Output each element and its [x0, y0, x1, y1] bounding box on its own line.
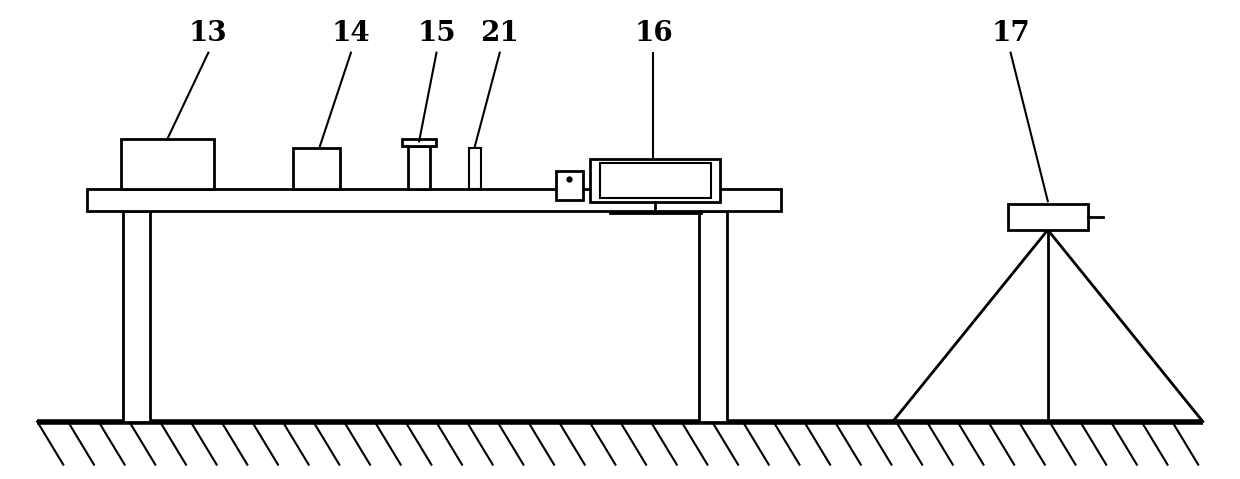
Bar	[699, 211, 727, 422]
Text: 14: 14	[331, 20, 371, 47]
Bar	[122, 139, 213, 189]
Bar	[600, 163, 711, 198]
Text: 15: 15	[417, 20, 456, 47]
Bar	[408, 146, 430, 189]
Text: 21: 21	[480, 20, 520, 47]
Bar	[293, 148, 340, 189]
Bar	[402, 139, 436, 146]
Text: 16: 16	[634, 20, 673, 47]
Bar	[556, 171, 583, 200]
Bar	[123, 211, 150, 422]
Text: 13: 13	[188, 20, 228, 47]
Bar	[87, 189, 781, 211]
Bar	[469, 148, 481, 189]
Bar	[590, 159, 720, 202]
Bar	[1007, 204, 1089, 230]
Text: 17: 17	[991, 20, 1030, 47]
